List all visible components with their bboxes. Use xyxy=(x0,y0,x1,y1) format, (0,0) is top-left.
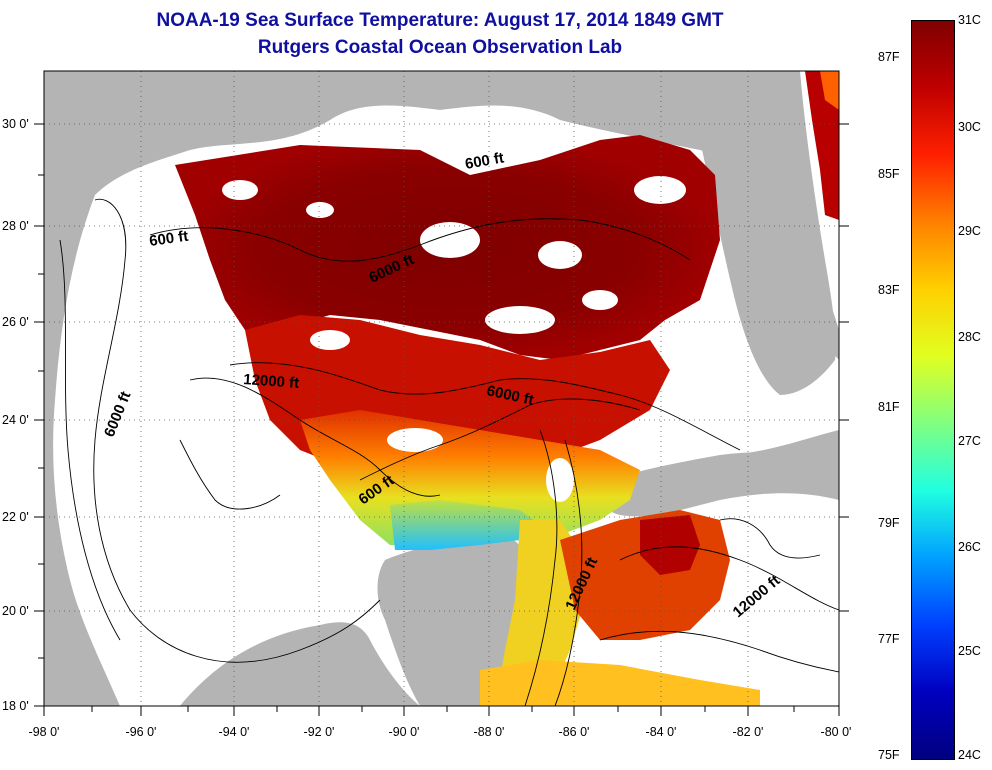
colorbar-celsius-label: 24C xyxy=(958,748,981,762)
colorbar-fahrenheit-label: 75F xyxy=(878,748,900,762)
colorbar-celsius-label: 25C xyxy=(958,644,981,658)
x-tick-label: -80 0' xyxy=(821,725,852,739)
x-tick-label: -94 0' xyxy=(219,725,250,739)
colorbar-fahrenheit-label: 87F xyxy=(878,50,900,64)
colorbar-celsius-label: 26C xyxy=(958,540,981,554)
colorbar-fahrenheit-label: 81F xyxy=(878,400,900,414)
y-tick-label: 18 0' xyxy=(2,699,29,713)
yucatan-land xyxy=(377,535,527,706)
map-subtitle: Rutgers Coastal Ocean Observation Lab xyxy=(257,37,623,58)
map-title: NOAA-19 Sea Surface Temperature: August … xyxy=(156,10,724,31)
contour-label: 12000 ft xyxy=(243,371,300,392)
colorbar-fahrenheit-label: 79F xyxy=(878,516,900,530)
colorbar-fahrenheit-label: 85F xyxy=(878,167,900,181)
y-tick-label: 24 0' xyxy=(2,413,29,427)
x-tick-label: -98 0' xyxy=(29,725,60,739)
tick-marks xyxy=(34,123,849,716)
temperature-colorbar xyxy=(911,20,955,760)
y-tick-label: 26 0' xyxy=(2,315,29,329)
cuba-land xyxy=(601,452,839,517)
contour-label: 600 ft xyxy=(148,228,189,250)
colorbar-fahrenheit-label: 77F xyxy=(878,632,900,646)
x-tick-label: -90 0' xyxy=(389,725,420,739)
colorbar-celsius-label: 27C xyxy=(958,434,981,448)
bathymetry-contours xyxy=(59,198,839,706)
florida-land xyxy=(700,71,836,395)
y-tick-label: 20 0' xyxy=(2,604,29,618)
x-tick-label: -84 0' xyxy=(646,725,677,739)
x-tick-label: -86 0' xyxy=(559,725,590,739)
x-tick-label: -88 0' xyxy=(474,725,505,739)
y-tick-label: 22 0' xyxy=(2,510,29,524)
x-tick-label: -92 0' xyxy=(304,725,335,739)
y-tick-label: 30 0' xyxy=(2,117,29,131)
y-tick-label: 28 0' xyxy=(2,219,29,233)
colorbar-celsius-label: 29C xyxy=(958,224,981,238)
colorbar-celsius-label: 30C xyxy=(958,120,981,134)
contour-label: 600 ft xyxy=(464,149,506,173)
graticule xyxy=(44,71,839,706)
colorbar-celsius-label: 28C xyxy=(958,330,981,344)
colorbar-fahrenheit-label: 83F xyxy=(878,283,900,297)
x-tick-label: -96 0' xyxy=(126,725,157,739)
sst-field xyxy=(175,71,839,706)
x-tick-label: -82 0' xyxy=(733,725,764,739)
plot-frame xyxy=(43,70,840,707)
colorbar-celsius-label: 31C xyxy=(958,13,981,27)
